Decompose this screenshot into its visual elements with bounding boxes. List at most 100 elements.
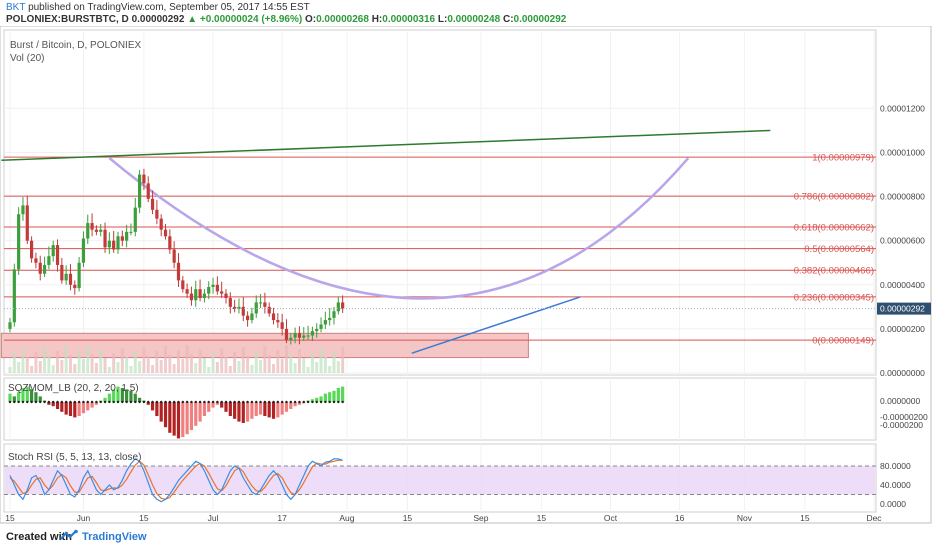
sqz-bar bbox=[211, 402, 215, 408]
sqz-dot bbox=[26, 400, 29, 404]
volume-bar bbox=[284, 345, 288, 373]
candle-body bbox=[73, 284, 77, 289]
stoch-axis-label: 0.0000 bbox=[880, 499, 906, 509]
volume-bar bbox=[319, 348, 323, 373]
volume-bar bbox=[185, 345, 189, 373]
volume-bar bbox=[211, 353, 215, 373]
sqz-dot bbox=[147, 400, 150, 404]
sqz-bar bbox=[103, 397, 107, 402]
sqz-dot bbox=[95, 400, 98, 404]
sqz-bar bbox=[25, 386, 29, 402]
sqz-bar bbox=[297, 402, 302, 405]
current-price-label: 0.00000292 bbox=[880, 304, 925, 314]
volume-bar bbox=[207, 367, 211, 373]
sqz-bar bbox=[51, 402, 55, 407]
published-text: published on TradingView.com, September … bbox=[28, 2, 310, 13]
sqz-dot bbox=[272, 400, 275, 404]
sqz-dot bbox=[103, 400, 107, 404]
price-chart[interactable]: 1(0.00000979) 0.786(0.00000802) 0.618(0.00… bbox=[0, 26, 932, 524]
candle-body bbox=[90, 223, 94, 230]
price-axis-label: 0.00000600 bbox=[880, 236, 925, 246]
time-axis-label: Sep bbox=[473, 513, 488, 523]
open-label: O: bbox=[304, 14, 317, 25]
volume-bar bbox=[107, 367, 111, 373]
sqz-bar bbox=[207, 402, 211, 412]
sqz-dot bbox=[224, 400, 228, 404]
sqz-dot bbox=[64, 400, 68, 404]
sqz-bar bbox=[328, 392, 332, 402]
candle-body bbox=[94, 229, 98, 232]
sqz-bar bbox=[73, 402, 77, 418]
volume-bar bbox=[17, 362, 21, 373]
fib-level-label: 1(0.00000979) bbox=[812, 153, 874, 164]
sqz-dot bbox=[190, 400, 193, 404]
volume-bar bbox=[302, 358, 306, 373]
volume-bar bbox=[159, 360, 163, 373]
sqz-dot bbox=[172, 400, 176, 404]
volume-bar bbox=[38, 361, 42, 373]
sqz-bar bbox=[112, 389, 116, 402]
candle-body bbox=[211, 284, 215, 288]
sqz-bar bbox=[233, 402, 237, 419]
sqz-axis-label: 0.0000000 bbox=[880, 396, 920, 406]
sqz-bar bbox=[258, 402, 263, 415]
sqz-bar bbox=[323, 393, 327, 402]
fib-level-label: 0.236(0.00000345) bbox=[794, 292, 874, 303]
sqz-dot bbox=[263, 400, 267, 404]
volume-bar bbox=[125, 357, 129, 373]
sqz-dot bbox=[229, 400, 232, 404]
candle-body bbox=[86, 223, 90, 239]
volume-bar bbox=[12, 353, 16, 373]
tradingview-brand[interactable]: TradingView bbox=[82, 531, 147, 543]
sqz-dot bbox=[17, 400, 20, 404]
volume-bar bbox=[297, 349, 301, 373]
price-axis-label: 0.00000000 bbox=[880, 368, 925, 378]
volume-bar bbox=[47, 356, 51, 373]
stoch-pane bbox=[3, 443, 877, 513]
sqz-bar bbox=[64, 402, 68, 415]
sqz-dot bbox=[319, 400, 323, 404]
candle-body bbox=[289, 337, 293, 340]
candle-body bbox=[297, 333, 302, 338]
volume-bar bbox=[142, 347, 146, 373]
candle-body bbox=[99, 229, 103, 232]
volume-bar bbox=[151, 365, 155, 373]
volume-bar bbox=[198, 349, 202, 373]
time-axis-label: 17 bbox=[277, 513, 287, 523]
sqz-dot bbox=[47, 400, 51, 404]
time-axis-label: 16 bbox=[675, 513, 685, 523]
volume-bar bbox=[272, 364, 276, 373]
sqz-dot bbox=[194, 400, 197, 404]
sqz-dot bbox=[216, 400, 219, 404]
sqz-bar bbox=[341, 386, 345, 402]
volume-bar bbox=[8, 367, 12, 373]
sqz-dot bbox=[56, 400, 59, 404]
time-axis-label: Aug bbox=[339, 513, 354, 523]
author-link[interactable]: BKT bbox=[6, 2, 26, 13]
candle-body bbox=[34, 258, 38, 263]
candle-body bbox=[202, 293, 206, 299]
volume-bar bbox=[120, 348, 124, 373]
sqz-bar bbox=[12, 396, 16, 402]
volume-bar bbox=[34, 352, 38, 373]
chart-header: BKT published on TradingView.com, Septem… bbox=[0, 0, 932, 26]
candle-body bbox=[293, 333, 297, 338]
volume-bar bbox=[228, 366, 232, 373]
sqz-bar bbox=[176, 402, 181, 439]
volume-bar bbox=[146, 356, 150, 373]
current-price-tag bbox=[877, 302, 931, 315]
volume-bar bbox=[315, 362, 319, 373]
fib-level-label: 0.382(0.00000466) bbox=[794, 266, 874, 277]
sqz-bar bbox=[155, 402, 159, 416]
close-value: 0.00000292 bbox=[513, 14, 567, 25]
sqz-dot bbox=[220, 400, 223, 404]
candle-body bbox=[263, 302, 267, 307]
candle-body bbox=[189, 293, 194, 301]
volume-bar bbox=[189, 354, 193, 373]
candle-body bbox=[8, 322, 12, 329]
sqz-dot bbox=[138, 400, 141, 404]
tradingview-logo-icon[interactable] bbox=[60, 529, 78, 543]
candle-body bbox=[103, 229, 107, 248]
stoch-d-line bbox=[9, 459, 343, 500]
stoch-axis-label: 40.0000 bbox=[880, 480, 911, 490]
